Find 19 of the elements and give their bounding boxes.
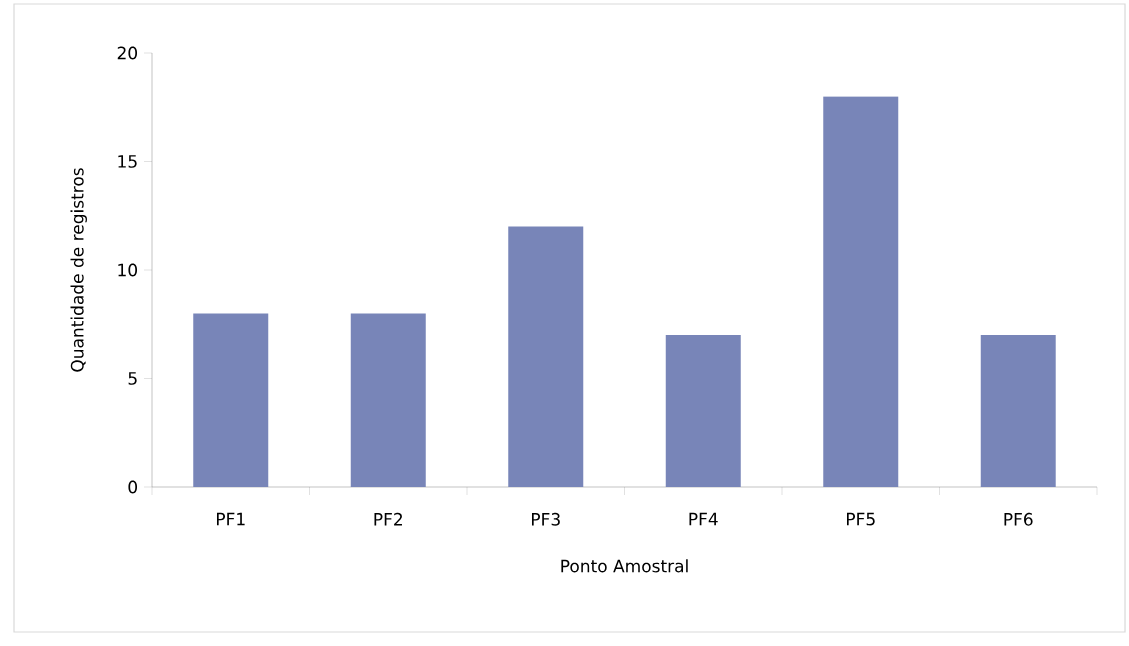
x-tick-label: PF4: [689, 512, 718, 526]
bar: [508, 226, 584, 487]
y-tick-label: 5: [128, 372, 137, 385]
y-tick-label: 20: [117, 46, 138, 60]
x-tick-label: PF3: [532, 512, 560, 526]
x-tick-label: PF6: [1004, 512, 1033, 526]
y-axis-title: Quantidade de registros: [70, 168, 87, 372]
x-tick-label: PF5: [847, 512, 875, 526]
bar: [193, 313, 269, 487]
x-tick-label: PF2: [374, 512, 402, 526]
x-axis-title: Ponto Amostral: [561, 559, 688, 573]
y-tick-label: 10: [118, 263, 138, 277]
bar: [823, 96, 899, 487]
bar: [350, 313, 426, 487]
bar: [980, 335, 1056, 487]
y-tick-label: 0: [128, 480, 138, 494]
y-tick-label: 15: [118, 155, 137, 168]
x-tick-label: PF1: [216, 512, 245, 526]
bar: [665, 335, 741, 487]
